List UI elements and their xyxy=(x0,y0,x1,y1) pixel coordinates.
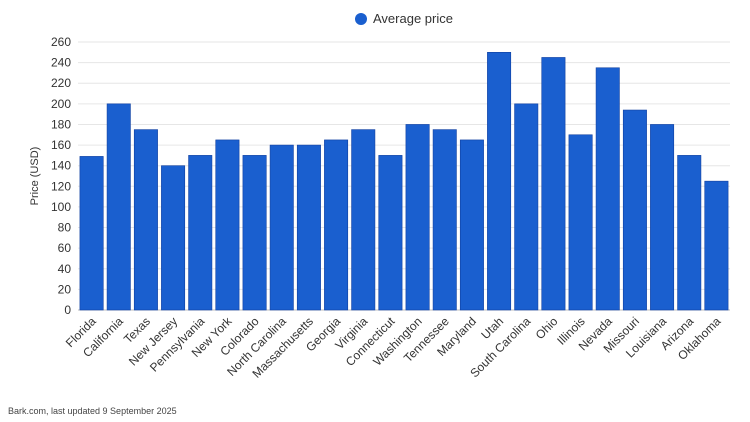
bar-utah xyxy=(487,52,512,311)
bar-maryland xyxy=(459,139,484,311)
bar-nevada xyxy=(595,67,620,311)
legend-label: Average price xyxy=(373,11,453,26)
bar-virginia xyxy=(351,129,376,311)
bar-ohio xyxy=(541,57,566,311)
bar-washington xyxy=(405,124,430,311)
legend-swatch xyxy=(355,12,367,25)
y-tick-label: 240 xyxy=(51,56,71,70)
bar-massachusetts xyxy=(296,144,321,311)
bar-illinois xyxy=(568,134,593,311)
y-tick-label: 80 xyxy=(58,221,72,235)
bar-louisiana xyxy=(650,124,675,311)
bar-colorado xyxy=(242,155,267,311)
y-tick-label: 160 xyxy=(51,138,71,152)
bar-new-jersey xyxy=(161,165,186,311)
y-tick-label: 260 xyxy=(51,35,71,49)
bar-georgia xyxy=(324,139,349,311)
bar-texas xyxy=(133,129,158,311)
bar-pennsylvania xyxy=(188,155,213,311)
bar-north-carolina xyxy=(269,144,294,311)
source-footer: Bark.com, last updated 9 September 2025 xyxy=(8,406,177,416)
y-tick-label: 180 xyxy=(51,117,71,131)
y-tick-label: 140 xyxy=(51,159,71,173)
bar-missouri xyxy=(622,109,647,311)
bars xyxy=(79,52,729,311)
bar-connecticut xyxy=(378,155,403,311)
y-tick-label: 0 xyxy=(64,303,71,317)
y-tick-label: 200 xyxy=(51,97,71,111)
y-tick-label: 20 xyxy=(58,282,72,296)
bar-california xyxy=(106,103,131,311)
grid-lines xyxy=(78,41,730,311)
y-axis-title: Price (USD) xyxy=(29,147,41,206)
bar-new-york xyxy=(215,139,240,311)
y-tick-label: 60 xyxy=(58,241,72,255)
bar-arizona xyxy=(677,155,702,311)
bar-south-carolina xyxy=(514,103,539,311)
y-tick-label: 120 xyxy=(51,179,71,193)
bar-florida xyxy=(79,156,104,311)
y-tick-label: 220 xyxy=(51,76,71,90)
y-tick-labels: 0 20 40 60 80 100 120 140 160 180 200 220 240 260 xyxy=(51,35,71,317)
bar-tennessee xyxy=(432,129,457,311)
legend: Average price xyxy=(355,11,453,26)
y-tick-label: 100 xyxy=(51,200,71,214)
y-tick-label: 40 xyxy=(58,262,72,276)
bar-oklahoma xyxy=(704,180,729,311)
